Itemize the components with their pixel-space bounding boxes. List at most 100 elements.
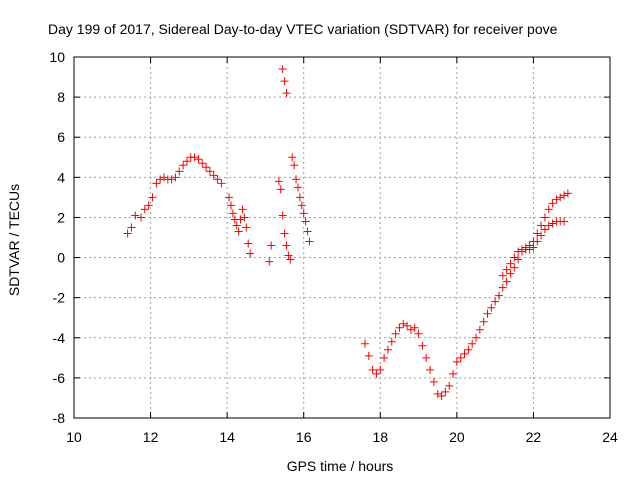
data-point: [376, 365, 385, 374]
data-point: [472, 333, 480, 342]
data-point: [563, 189, 572, 198]
data-point: [494, 291, 503, 300]
data-point: [131, 211, 140, 220]
y-tick-label: 8: [57, 89, 65, 105]
data-point: [152, 179, 161, 188]
data-point: [159, 173, 168, 182]
data-point: [372, 369, 381, 378]
series-seg-d: [278, 65, 291, 98]
data-point: [533, 237, 542, 246]
data-point: [167, 175, 176, 184]
data-point: [360, 339, 369, 348]
x-tick-label: 12: [143, 429, 159, 445]
data-point: [278, 65, 287, 74]
data-point: [418, 341, 427, 350]
data-point: [449, 369, 458, 378]
data-point: [225, 193, 234, 202]
chart-title: Day 199 of 2017, Sidereal Day-to-day VTE…: [48, 21, 558, 37]
data-point: [232, 221, 241, 230]
data-point: [441, 387, 450, 396]
data-point: [238, 205, 247, 214]
x-tick-label: 16: [296, 429, 312, 445]
y-axis-label: SDTVAR / TECUs: [6, 184, 22, 296]
data-point: [464, 345, 473, 354]
data-point: [410, 323, 419, 332]
data-point: [514, 255, 523, 264]
data-point: [422, 353, 431, 362]
data-point: [364, 351, 373, 360]
data-point: [552, 195, 561, 204]
data-point: [514, 247, 523, 256]
data-point: [205, 167, 214, 176]
y-tick-label: -8: [53, 410, 66, 426]
data-point: [506, 259, 515, 268]
data-point: [502, 277, 511, 286]
data-point: [123, 229, 132, 238]
series-seg-e: [360, 189, 572, 400]
y-tick-label: -4: [53, 330, 66, 346]
data-point: [548, 199, 557, 208]
data-point: [278, 211, 287, 220]
data-point: [387, 337, 396, 346]
data-point: [242, 223, 251, 232]
data-point: [290, 161, 299, 170]
series-seg-b: [225, 193, 255, 258]
data-point: [391, 329, 400, 338]
data-point: [282, 241, 291, 250]
data-point: [182, 157, 191, 166]
data-point: [240, 213, 249, 222]
data-point: [274, 177, 283, 186]
data-point: [383, 345, 392, 354]
data-point: [544, 221, 553, 230]
series-seg-a: [123, 153, 226, 238]
data-point: [209, 171, 218, 180]
data-point: [144, 201, 153, 210]
grid: [74, 57, 610, 418]
data-point: [502, 265, 511, 274]
data-point: [368, 365, 377, 374]
series-seg-f: [498, 217, 569, 280]
data-points: [123, 65, 572, 400]
data-point: [282, 89, 291, 98]
data-point: [540, 213, 549, 222]
data-point: [560, 191, 569, 200]
data-point: [540, 225, 549, 234]
y-tick-label: 6: [57, 129, 65, 145]
data-point: [265, 257, 274, 266]
data-point: [487, 303, 496, 312]
data-point: [429, 377, 438, 386]
data-point: [491, 297, 500, 306]
data-point: [426, 365, 435, 374]
data-point: [244, 239, 253, 248]
x-tick-label: 10: [66, 429, 82, 445]
data-point: [403, 321, 412, 330]
data-point: [286, 255, 295, 264]
data-point: [406, 325, 415, 334]
data-point: [297, 201, 306, 210]
data-point: [537, 231, 546, 240]
data-point: [198, 159, 207, 168]
data-point: [445, 381, 454, 390]
data-point: [194, 155, 203, 164]
x-axis-label: GPS time / hours: [287, 458, 394, 474]
data-point: [556, 193, 565, 202]
data-point: [483, 309, 492, 318]
data-point: [456, 353, 465, 362]
data-point: [292, 175, 301, 184]
data-point: [475, 325, 484, 334]
data-point: [276, 185, 285, 194]
data-point: [560, 217, 569, 226]
data-point: [468, 339, 477, 348]
data-point: [156, 175, 165, 184]
data-point: [498, 283, 507, 292]
data-point: [533, 229, 542, 238]
data-point: [529, 243, 538, 252]
data-point: [226, 201, 235, 210]
data-point: [299, 209, 308, 218]
data-point: [236, 215, 245, 224]
data-point: [510, 263, 519, 272]
data-point: [510, 253, 519, 262]
